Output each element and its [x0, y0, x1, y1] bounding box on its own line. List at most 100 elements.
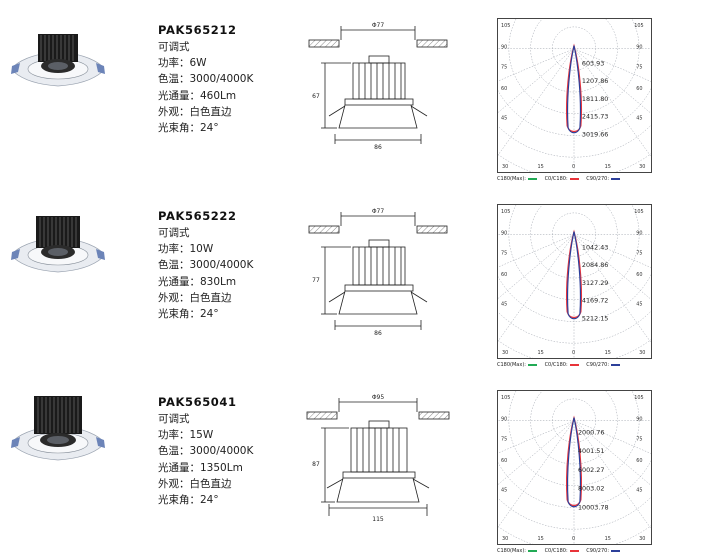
spec-cct: 色温：3000/4000K [158, 445, 254, 458]
height-label: 87 [312, 461, 320, 468]
svg-text:1207.86: 1207.86 [582, 77, 609, 85]
svg-text:90: 90 [501, 417, 507, 423]
height-label: 77 [312, 277, 320, 284]
svg-text:75: 75 [501, 250, 507, 256]
svg-text:45: 45 [636, 302, 642, 308]
spec-type: 可调式 [158, 413, 190, 425]
svg-text:45: 45 [501, 488, 507, 494]
svg-text:5212.15: 5212.15 [582, 314, 609, 322]
candela-labels: 2000.76 4001.51 6002.27 8003.02 10003.78 [578, 428, 609, 511]
svg-text:1811.80: 1811.80 [582, 95, 609, 103]
svg-text:6002.27: 6002.27 [578, 466, 605, 474]
spec-beam: 光束角：24° [158, 308, 219, 321]
svg-text:30: 30 [502, 164, 508, 170]
model-number: PAK565212 [158, 23, 237, 37]
curve-c0-c180 [566, 43, 583, 133]
svg-text:3127.29: 3127.29 [582, 279, 609, 287]
downlight-photo [11, 396, 105, 461]
spec-type: 可调式 [158, 41, 190, 53]
svg-text:4001.51: 4001.51 [578, 447, 605, 455]
svg-text:60: 60 [501, 458, 507, 464]
spec-lumen: 光通量：1350Lm [158, 461, 243, 474]
svg-text:2084.86: 2084.86 [582, 261, 609, 269]
svg-text:2000.76: 2000.76 [578, 428, 605, 436]
svg-text:30: 30 [502, 350, 508, 356]
svg-text:10003.78: 10003.78 [578, 503, 609, 511]
cutout-label: Φ77 [372, 208, 385, 215]
spec-power: 功率：6W [158, 57, 207, 70]
spec-block: PAK565222 可调式 功率：10W 色温：3000/4000K 光通量：8… [158, 208, 308, 322]
height-label: 67 [312, 93, 320, 100]
svg-text:75: 75 [501, 436, 507, 442]
svg-text:45: 45 [636, 116, 642, 122]
svg-text:0: 0 [572, 536, 575, 542]
width-label: 115 [372, 516, 384, 523]
curve-c0-c180 [566, 229, 583, 319]
spec-finish: 外观：白色直边 [158, 291, 232, 304]
polar-legend: C180(Max): C0/C180: C90/270: [497, 548, 657, 558]
svg-text:90: 90 [636, 45, 642, 51]
svg-text:90: 90 [501, 45, 507, 51]
model-number: PAK565041 [158, 395, 237, 409]
svg-text:45: 45 [501, 116, 507, 122]
cutout-label: Φ95 [372, 394, 385, 401]
polar-legend: C180(Max): C0/C180: C90/270: [497, 362, 657, 372]
model-number: PAK565222 [158, 209, 237, 223]
svg-text:60: 60 [501, 272, 507, 278]
polar-light-distribution: 105 90 75 60 45 105 90 75 60 45 30 15 0 … [497, 18, 652, 173]
spec-block: PAK565041 可调式 功率：15W 色温：3000/4000K 光通量：1… [158, 394, 308, 508]
width-label: 86 [374, 330, 382, 337]
svg-text:60: 60 [636, 458, 642, 464]
polar-bottom-labels: 30 15 0 15 30 [502, 164, 645, 170]
spec-lumen: 光通量：830Lm [158, 275, 237, 288]
svg-text:75: 75 [636, 250, 642, 256]
spec-type: 可调式 [158, 227, 190, 239]
svg-text:3019.66: 3019.66 [582, 130, 609, 138]
spec-lumen: 光通量：460Lm [158, 89, 237, 102]
svg-text:105: 105 [501, 209, 510, 215]
product-row-1: PAK565212 可调式 功率：6W 色温：3000/4000K 光通量：46… [0, 0, 707, 182]
spec-beam: 光束角：24° [158, 122, 219, 135]
svg-text:105: 105 [634, 395, 643, 401]
svg-text:30: 30 [639, 536, 645, 542]
svg-text:45: 45 [501, 302, 507, 308]
svg-text:1042.43: 1042.43 [582, 243, 609, 251]
svg-text:75: 75 [501, 64, 507, 70]
svg-text:2415.73: 2415.73 [582, 113, 609, 121]
curve-c90-c270 [566, 231, 582, 320]
svg-text:30: 30 [639, 164, 645, 170]
dimension-drawing: Φ77 67 86 [308, 22, 448, 151]
svg-text:60: 60 [636, 86, 642, 92]
polar-legend: C180(Max): C0/C180: C90/270: [497, 176, 657, 186]
cutout-label: Φ77 [372, 22, 385, 29]
candela-labels: 603.93 1207.86 1811.80 2415.73 3019.66 [582, 59, 609, 138]
spec-cct: 色温：3000/4000K [158, 259, 254, 272]
width-label: 86 [374, 144, 382, 151]
svg-text:15: 15 [537, 350, 543, 356]
svg-text:105: 105 [501, 395, 510, 401]
polar-light-distribution: 105 90 75 60 45 105 90 75 60 45 30 15 0 … [497, 390, 652, 545]
svg-text:105: 105 [634, 209, 643, 215]
svg-text:105: 105 [501, 23, 510, 29]
curve-c90-c270 [566, 45, 582, 134]
polar-light-distribution: 105 90 75 60 45 105 90 75 60 45 30 15 0 … [497, 204, 652, 359]
svg-text:15: 15 [605, 350, 611, 356]
product-row-3: PAK565041 可调式 功率：15W 色温：3000/4000K 光通量：1… [0, 372, 707, 554]
svg-text:30: 30 [502, 536, 508, 542]
polar-top-labels: 105 90 75 60 45 105 90 75 60 45 [501, 23, 644, 122]
spec-beam: 光束角：24° [158, 494, 219, 507]
spec-cct: 色温：3000/4000K [158, 73, 254, 86]
polar-bottom-labels: 30 15 0 15 30 [502, 350, 645, 356]
product-row-2: PAK565222 可调式 功率：10W 色温：3000/4000K 光通量：8… [0, 186, 707, 368]
svg-text:45: 45 [636, 488, 642, 494]
svg-text:15: 15 [605, 536, 611, 542]
spec-finish: 外观：白色直边 [158, 105, 232, 118]
svg-text:30: 30 [639, 350, 645, 356]
svg-text:0: 0 [572, 164, 575, 170]
dimension-drawing: Φ77 77 86 [308, 208, 448, 337]
dimension-drawing: Φ95 87 115 [306, 394, 450, 523]
svg-text:75: 75 [636, 436, 642, 442]
svg-text:15: 15 [537, 164, 543, 170]
svg-text:75: 75 [636, 64, 642, 70]
downlight-photo [11, 216, 105, 273]
